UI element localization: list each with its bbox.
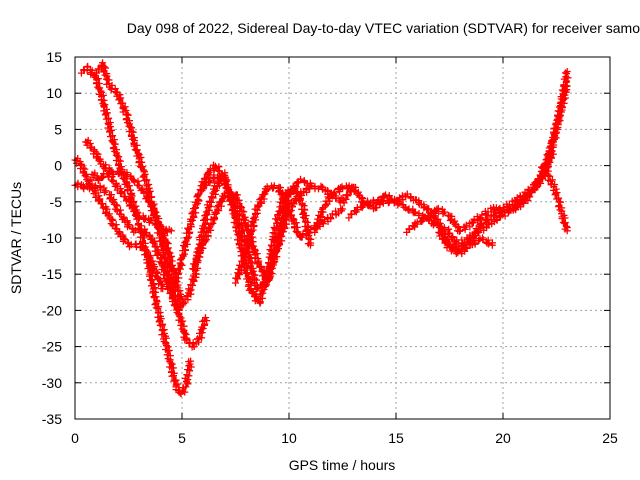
series-arc-3 [82, 136, 229, 308]
y-tick-label: -35 [42, 411, 62, 427]
series-points [311, 182, 496, 258]
y-tick-label: 5 [54, 121, 62, 137]
x-axis-title: GPS time / hours [289, 457, 396, 473]
y-tick-label: -25 [42, 339, 62, 355]
series-arc-6 [88, 169, 175, 236]
series-points [345, 68, 572, 251]
series-points [88, 169, 175, 236]
y-tick-label: -20 [42, 302, 62, 318]
x-tick-labels: 0 5 10 15 20 25 [71, 430, 618, 446]
chart-title: Day 098 of 2022, Sidereal Day-to-day VTE… [127, 20, 640, 36]
y-tick-label: 0 [54, 158, 62, 174]
series-arc-15 [538, 162, 571, 235]
y-tick-label: -10 [42, 230, 62, 246]
x-tick-label: 0 [71, 430, 79, 446]
plot-marks [71, 59, 572, 398]
y-tick-label: -15 [42, 266, 62, 282]
series-points [82, 136, 229, 308]
series-points [232, 182, 346, 287]
series-arc-12 [345, 68, 572, 251]
y-tick-label: 10 [46, 85, 62, 101]
series-arc-11 [311, 182, 496, 258]
plot-border [74, 56, 611, 420]
y-tick-label: 15 [46, 49, 62, 65]
x-tick-label: 5 [178, 430, 186, 446]
series-arc-10 [232, 182, 346, 287]
y-axis-title: SDTVAR / TECUs [8, 182, 24, 294]
x-tick-label: 10 [281, 430, 297, 446]
x-tick-label: 25 [602, 430, 618, 446]
y-tick-labels: -35 -30 -25 -20 -15 -10 -5 0 5 10 15 [42, 49, 62, 427]
y-tick-label: -5 [50, 194, 63, 210]
series-points [435, 147, 557, 258]
y-tick-label: -30 [42, 375, 62, 391]
series-points [538, 162, 571, 235]
series-arc-14 [435, 147, 557, 258]
x-tick-label: 15 [388, 430, 404, 446]
x-tick-label: 20 [495, 430, 511, 446]
